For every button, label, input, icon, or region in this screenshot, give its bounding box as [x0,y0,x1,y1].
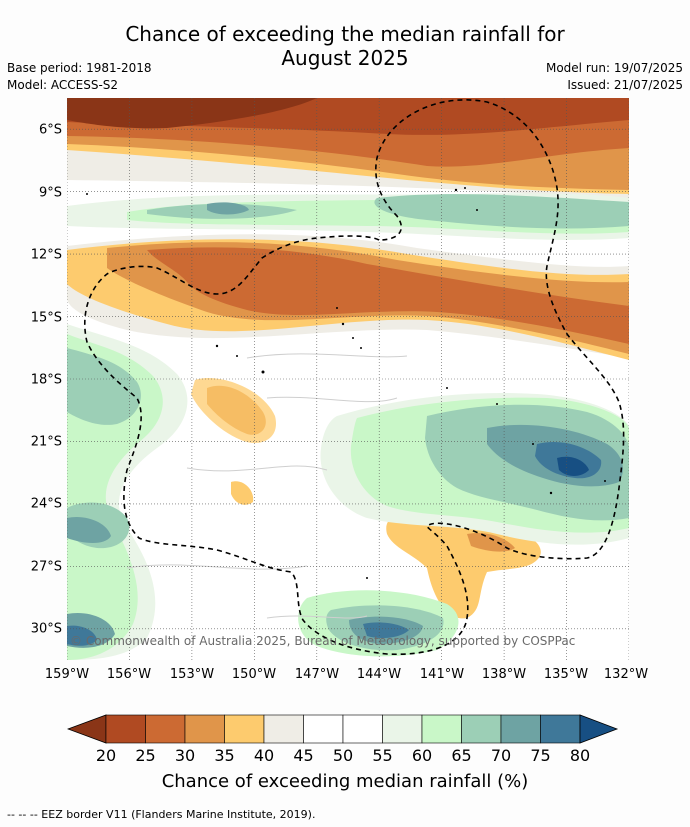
lon-label-159w: 159°W [44,667,90,682]
eez-border [84,99,625,656]
lat-label-30s: 30°S [30,621,62,637]
colorbar-label: Chance of exceeding median rainfall (%) [161,771,529,792]
rainfall-shading [67,98,629,660]
copyright-notice: © Commonwealth of Australia 2025, Bureau… [70,634,576,648]
model-name: Model: ACCESS-S2 [7,78,119,92]
colorbar-box [461,714,502,744]
band-14s-30 [147,247,629,344]
colorbar-tick-label: 50 [332,746,354,765]
meta-left: Base period: 1981-2018 Model: ACCESS-S2 [7,60,152,94]
lat-label-27s: 27°S [30,559,62,575]
colorbar-box [224,714,265,744]
base-period: Base period: 1981-2018 [7,61,152,75]
colorbar-tick-label: 20 [95,746,117,765]
islands [86,187,606,579]
colorbar-tick-label: 35 [214,746,235,765]
colorbar-box [500,714,541,744]
colorbar-tick-label: 70 [490,746,512,765]
issued-date: Issued: 21/07/2025 [567,78,683,92]
colorbar-tick-label: 80 [569,746,591,765]
colorbar-tick-label: 30 [174,746,196,765]
colorbar-box [105,714,146,744]
wet-s-blue [363,622,409,638]
lon-label-147w: 147°W [294,667,340,682]
title-line-1: Chance of exceeding the median rainfall … [125,22,565,46]
colorbar-tick-label: 55 [372,746,393,765]
colorbar-extend-low [67,714,107,744]
map-title: Chance of exceeding the median rainfall … [0,22,690,70]
colorbar-tick-label: 75 [530,746,551,765]
lat-label-21s: 21°S [30,434,62,450]
wet-w-teal [67,348,141,549]
colorbar-box [184,714,225,744]
grey-wisps [126,353,408,619]
colorbar-box [540,714,581,744]
lon-label-144w: 144°W [356,667,402,682]
colorbar-extend-high [579,714,619,744]
rainfall-map [67,98,629,660]
lon-label-135w: 135°W [543,667,589,682]
colorbar-tick-label: 45 [293,746,314,765]
wet-sw-blue [67,625,97,646]
colorbar-box [303,714,344,744]
wet-se-deep [557,456,589,476]
wet-w-dark [67,516,115,648]
lat-label-6s: 6°S [38,122,62,138]
patch-yellow-20s [191,377,277,443]
band-10s-teal [147,194,629,229]
lat-label-12s: 12°S [30,247,62,263]
colorbar-tick-label: 60 [411,746,433,765]
lon-label-138w: 138°W [481,667,527,682]
colorbar [67,714,619,744]
colorbar-box [342,714,383,744]
eez-footnote: -- -- -- EEZ border V11 (Flanders Marine… [7,808,316,821]
patch-yellow-24s [231,481,254,505]
lon-label-153w: 153°W [169,667,215,682]
lat-label-9s: 9°S [38,185,62,201]
model-run: Model run: 19/07/2025 [545,61,683,75]
lat-label-24s: 24°S [30,496,62,512]
colorbar-tick-label: 25 [135,746,156,765]
patch-orange-26s [467,532,515,552]
lat-label-15s: 15°S [30,310,62,326]
lon-label-141w: 141°W [419,667,465,682]
colorbar-box [421,714,462,744]
colorbar-tick-label: 40 [253,746,275,765]
lon-label-150w: 150°W [231,667,277,682]
colorbar-tick-label: 65 [451,746,472,765]
colorbar-box [382,714,423,744]
title-line-2: August 2025 [281,46,409,70]
meta-right: Model run: 19/07/2025 Issued: 21/07/2025 [546,60,683,94]
colorbar-box [263,714,304,744]
lon-label-156w: 156°W [106,667,152,682]
lat-label-18s: 18°S [30,372,62,388]
band-10s-dark [207,202,249,215]
colorbar-box [145,714,186,744]
lon-label-132w: 132°W [603,667,649,682]
